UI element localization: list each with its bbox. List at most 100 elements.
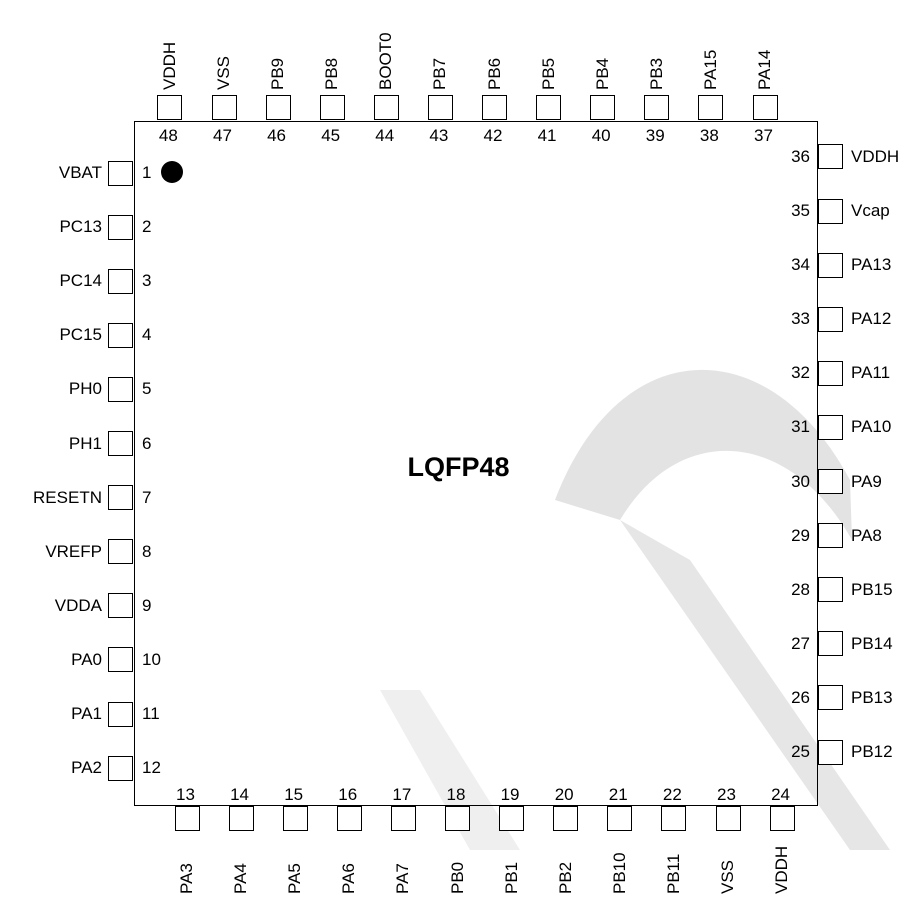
pin-box-left-6 xyxy=(108,431,133,456)
pin-name-30: PA9 xyxy=(851,471,882,491)
pin-name-24: VDDH xyxy=(772,845,792,894)
pin-number-13: 13 xyxy=(176,785,195,804)
pin-name-34: PA13 xyxy=(851,255,892,275)
pin-box-bottom-20 xyxy=(553,806,579,831)
ic-package-outline xyxy=(134,121,818,806)
pin-name-48: VDDH xyxy=(159,41,179,90)
pin-name-44: BOOT0 xyxy=(376,32,396,90)
pin-name-27: PB14 xyxy=(851,633,893,653)
pin-number-32: 32 xyxy=(791,363,810,383)
pin-name-22: PB11 xyxy=(663,853,683,894)
pin-name-32: PA11 xyxy=(851,363,891,383)
pin-number-22: 22 xyxy=(662,785,682,804)
pin-name-31: PA10 xyxy=(851,417,892,437)
pin-name-26: PB13 xyxy=(851,687,893,707)
pin-number-10: 10 xyxy=(142,649,161,669)
pin-name-8: VREFP xyxy=(45,541,102,561)
pin-box-bottom-21 xyxy=(607,806,633,831)
pin-number-28: 28 xyxy=(791,579,810,599)
pin-box-top-45 xyxy=(319,95,345,120)
pin-box-top-40 xyxy=(590,95,616,120)
pin-number-21: 21 xyxy=(608,785,628,804)
pin-number-15: 15 xyxy=(284,785,304,804)
pin-box-bottom-24 xyxy=(769,806,795,831)
pin-name-13: PA3 xyxy=(177,863,196,894)
package-label: LQFP48 xyxy=(407,452,510,482)
pin-number-36: 36 xyxy=(791,146,810,166)
pin-box-top-41 xyxy=(536,95,562,120)
pin-number-34: 34 xyxy=(791,255,810,275)
pin-name-36: VDDH xyxy=(851,146,900,166)
pin-name-35: Vcap xyxy=(851,201,890,220)
pin-name-40: PB4 xyxy=(592,57,612,90)
pin-number-40: 40 xyxy=(591,126,611,145)
pin-name-16: PA6 xyxy=(339,863,359,894)
pin-number-47: 47 xyxy=(213,126,232,145)
pin-number-44: 44 xyxy=(375,126,395,145)
pin-name-17: PA7 xyxy=(393,863,413,894)
pin-box-left-10 xyxy=(108,647,133,673)
pin-number-8: 8 xyxy=(142,541,152,561)
pin-name-1: VBAT xyxy=(58,163,102,182)
pin-box-top-44 xyxy=(373,95,399,120)
pin-name-12: PA2 xyxy=(71,758,102,778)
pin-box-right-27 xyxy=(818,631,843,657)
pin-box-top-47 xyxy=(211,95,237,120)
pin-box-left-1 xyxy=(108,160,133,186)
pin-box-right-33 xyxy=(818,306,843,332)
pin-name-39: PB3 xyxy=(646,57,666,90)
pin-number-5: 5 xyxy=(142,379,152,399)
pin-box-left-5 xyxy=(108,376,133,402)
pin-box-left-3 xyxy=(108,268,133,294)
pin-box-bottom-22 xyxy=(661,806,687,831)
pin-name-19: PB1 xyxy=(501,861,521,894)
pin-name-29: PA8 xyxy=(851,525,882,545)
pin-name-23: VSS xyxy=(718,859,737,894)
pin-number-33: 33 xyxy=(791,309,810,329)
pin-name-5: PH0 xyxy=(68,379,102,399)
pin-box-bottom-23 xyxy=(715,806,741,831)
pin-box-right-35 xyxy=(818,198,843,224)
pin-box-left-11 xyxy=(108,701,133,727)
pin-number-2: 2 xyxy=(142,217,152,237)
pin-box-bottom-17 xyxy=(390,806,416,831)
pin-name-43: PB7 xyxy=(430,57,450,90)
pin-name-14: PA4 xyxy=(231,863,251,894)
pin-name-11: PA1 xyxy=(71,704,102,723)
pin-number-24: 24 xyxy=(771,785,791,804)
pin-name-37: PA14 xyxy=(755,49,774,90)
pin-number-35: 35 xyxy=(791,201,810,220)
pin-name-2: PC13 xyxy=(59,217,102,237)
pin-box-right-32 xyxy=(818,360,843,386)
pin-number-6: 6 xyxy=(142,433,152,453)
pin-number-25: 25 xyxy=(791,742,810,761)
pin-box-right-31 xyxy=(818,414,843,440)
pin-number-31: 31 xyxy=(791,417,810,437)
pin-number-16: 16 xyxy=(338,785,358,804)
pin-name-33: PA12 xyxy=(851,309,892,329)
pin-box-left-9 xyxy=(108,593,133,619)
pin-number-12: 12 xyxy=(142,758,161,778)
pin-number-48: 48 xyxy=(158,126,178,145)
pin-name-28: PB15 xyxy=(851,579,893,599)
pin-box-right-29 xyxy=(818,523,843,549)
pin-name-9: VDDA xyxy=(54,595,102,615)
pin-box-top-43 xyxy=(427,95,453,120)
pin-number-20: 20 xyxy=(554,785,574,804)
pin-box-top-42 xyxy=(482,95,507,120)
pin-box-bottom-14 xyxy=(228,806,254,831)
pin-number-39: 39 xyxy=(645,126,665,145)
pin-name-25: PB12 xyxy=(851,742,893,761)
pin-number-14: 14 xyxy=(230,785,250,804)
pin-box-top-48 xyxy=(157,95,183,120)
pin-number-37: 37 xyxy=(754,126,773,145)
pin-number-26: 26 xyxy=(791,687,810,707)
pin-number-19: 19 xyxy=(500,785,520,804)
pin-number-38: 38 xyxy=(699,126,719,145)
pin-number-9: 9 xyxy=(142,595,152,615)
pin-number-17: 17 xyxy=(392,785,412,804)
pin-name-42: PB6 xyxy=(484,57,504,90)
pin-box-right-26 xyxy=(818,685,843,711)
pin-number-29: 29 xyxy=(791,525,810,545)
